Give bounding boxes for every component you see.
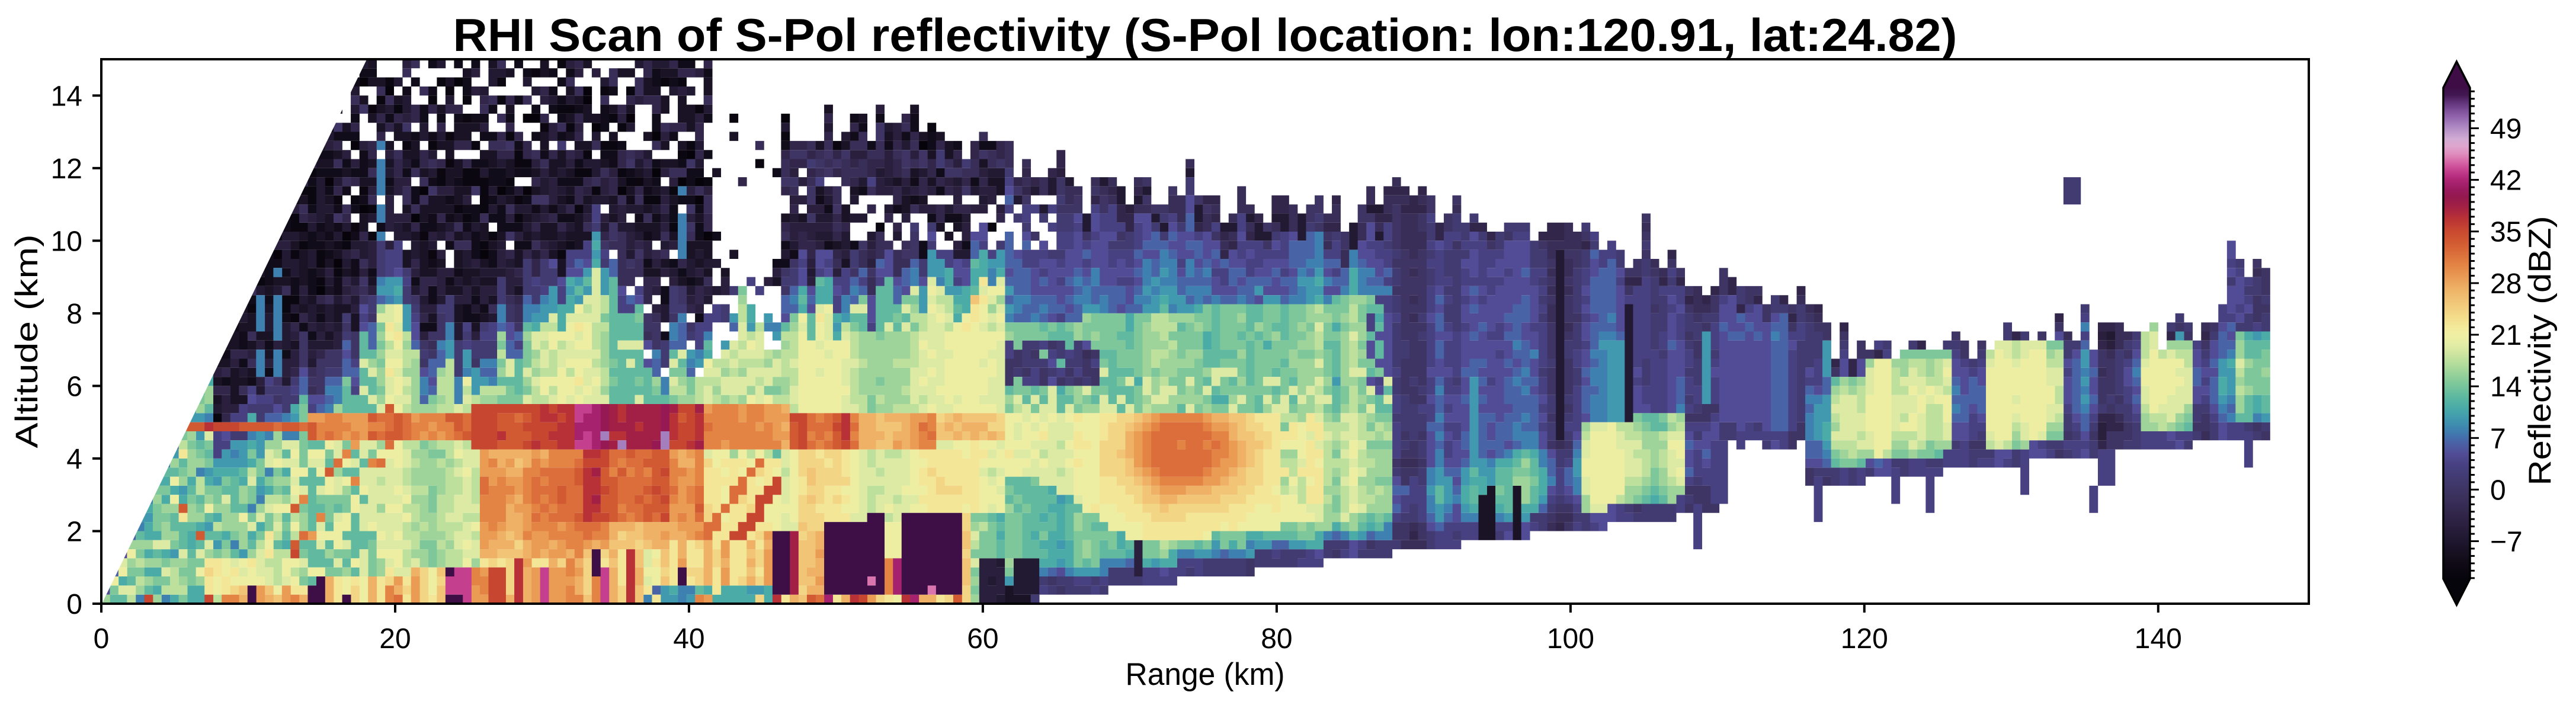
- svg-text:7: 7: [2490, 423, 2506, 454]
- svg-text:8: 8: [66, 299, 82, 330]
- svg-text:Altitude (km): Altitude (km): [9, 235, 44, 448]
- svg-text:42: 42: [2490, 165, 2521, 197]
- svg-text:0: 0: [2490, 475, 2506, 506]
- svg-text:20: 20: [379, 623, 411, 655]
- svg-text:Range (km): Range (km): [1126, 657, 1285, 692]
- svg-text:−7: −7: [2490, 527, 2523, 558]
- svg-text:14: 14: [2490, 371, 2521, 403]
- svg-text:Reflectivity (dBZ): Reflectivity (dBZ): [2523, 216, 2558, 486]
- svg-text:2: 2: [66, 517, 82, 548]
- svg-text:100: 100: [1547, 623, 1594, 655]
- svg-text:35: 35: [2490, 217, 2521, 248]
- svg-text:RHI Scan of S-Pol reflectivity: RHI Scan of S-Pol reflectivity (S-Pol lo…: [453, 9, 1957, 61]
- svg-text:80: 80: [1261, 623, 1292, 655]
- svg-text:10: 10: [51, 226, 82, 257]
- svg-text:12: 12: [51, 153, 82, 185]
- svg-text:49: 49: [2490, 114, 2521, 145]
- svg-text:28: 28: [2490, 268, 2521, 300]
- svg-text:60: 60: [967, 623, 998, 655]
- svg-text:6: 6: [66, 371, 82, 402]
- svg-text:120: 120: [1841, 623, 1888, 655]
- svg-text:14: 14: [51, 81, 82, 112]
- svg-text:0: 0: [94, 623, 110, 655]
- svg-text:4: 4: [66, 444, 82, 475]
- svg-text:0: 0: [66, 589, 82, 620]
- svg-text:21: 21: [2490, 320, 2521, 351]
- svg-text:140: 140: [2135, 623, 2182, 655]
- svg-text:40: 40: [673, 623, 704, 655]
